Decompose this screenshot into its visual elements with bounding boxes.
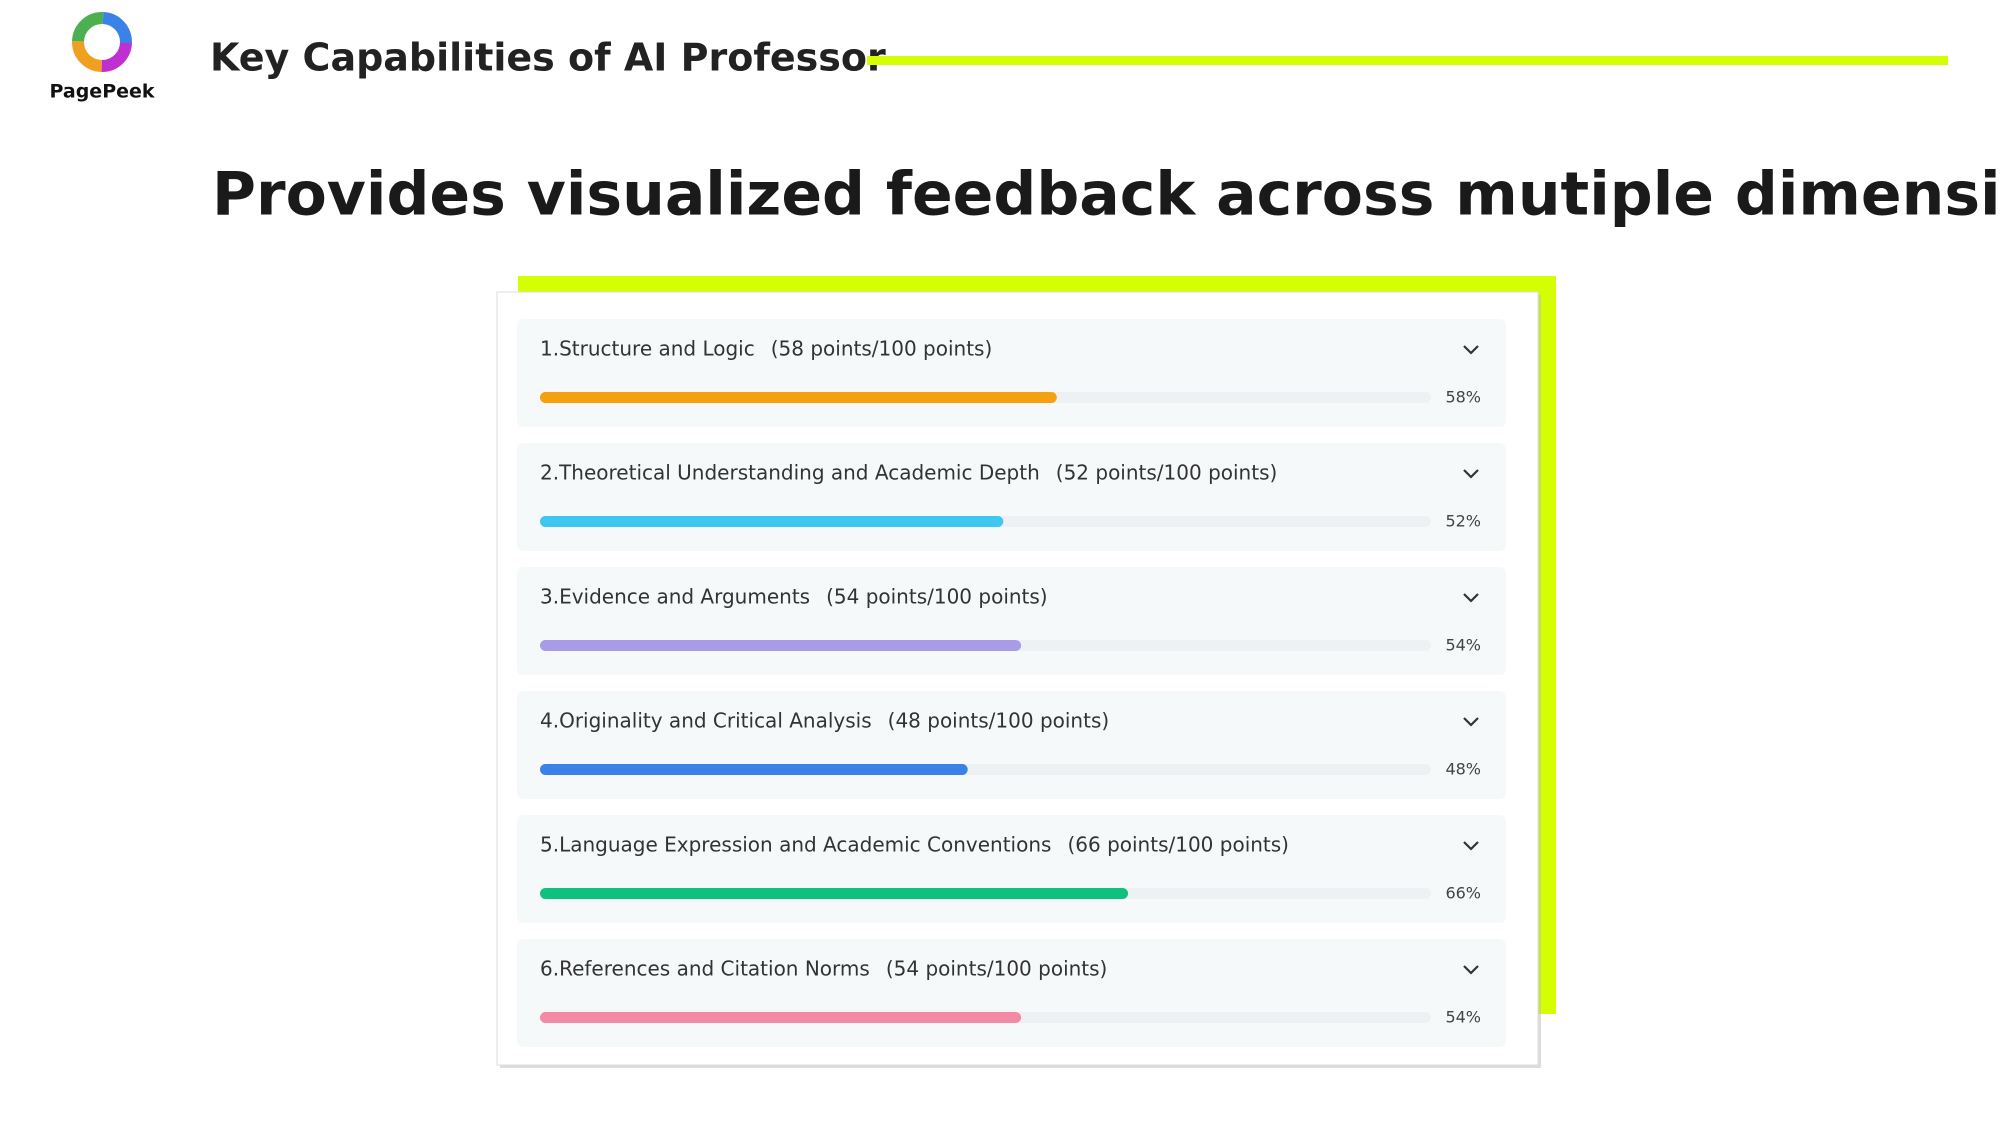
item-score: (58 points/100 points) xyxy=(771,337,993,361)
subtitle: Provides visualized feedback across muti… xyxy=(212,160,2000,230)
logo-ring xyxy=(72,12,132,72)
item-score: (54 points/100 points) xyxy=(886,957,1108,981)
progress-bar xyxy=(540,640,1022,651)
item-score: (66 points/100 points) xyxy=(1067,833,1289,857)
header-rule xyxy=(867,56,1948,65)
logo-text: PagePeek xyxy=(49,81,154,103)
header-title: Key Capabilities of AI Professor xyxy=(210,36,886,80)
item-label: 1.Structure and Logic xyxy=(540,337,755,361)
item-label: 5.Language Expression and Academic Conve… xyxy=(540,833,1051,857)
progress-bar xyxy=(540,764,968,775)
chevron xyxy=(1463,841,1479,851)
item-label: 4.Originality and Critical Analysis xyxy=(540,709,872,733)
percent-label: 48% xyxy=(1445,760,1481,779)
logo-ring xyxy=(72,12,132,72)
logo-ring xyxy=(72,12,132,72)
item-panel xyxy=(517,567,1506,675)
progress-bar xyxy=(540,888,1129,899)
percent-label: 52% xyxy=(1445,512,1481,531)
item-label: 3.Evidence and Arguments xyxy=(540,585,810,609)
item-label: 6.References and Citation Norms xyxy=(540,957,870,981)
item-score: (54 points/100 points) xyxy=(826,585,1048,609)
item-panel xyxy=(517,815,1506,923)
item-score: (52 points/100 points) xyxy=(1056,461,1278,485)
chevron xyxy=(1463,593,1479,603)
logo xyxy=(72,12,132,72)
item-panel xyxy=(517,691,1506,799)
progress-bar xyxy=(540,392,1057,403)
chevron xyxy=(1463,345,1479,355)
chevron xyxy=(1463,717,1479,727)
percent-label: 54% xyxy=(1445,1008,1481,1027)
chevron xyxy=(1463,469,1479,479)
percent-label: 58% xyxy=(1445,388,1481,407)
progress-bar xyxy=(540,1012,1022,1023)
percent-label: 54% xyxy=(1445,636,1481,655)
item-panel xyxy=(517,443,1506,551)
chevron xyxy=(1463,965,1479,975)
percent-label: 66% xyxy=(1445,884,1481,903)
progress-bar xyxy=(540,516,1004,527)
item-panel xyxy=(517,939,1506,1047)
item-score: (48 points/100 points) xyxy=(888,709,1110,733)
item-label: 2.Theoretical Understanding and Academic… xyxy=(540,461,1040,485)
item-panel xyxy=(517,319,1506,427)
